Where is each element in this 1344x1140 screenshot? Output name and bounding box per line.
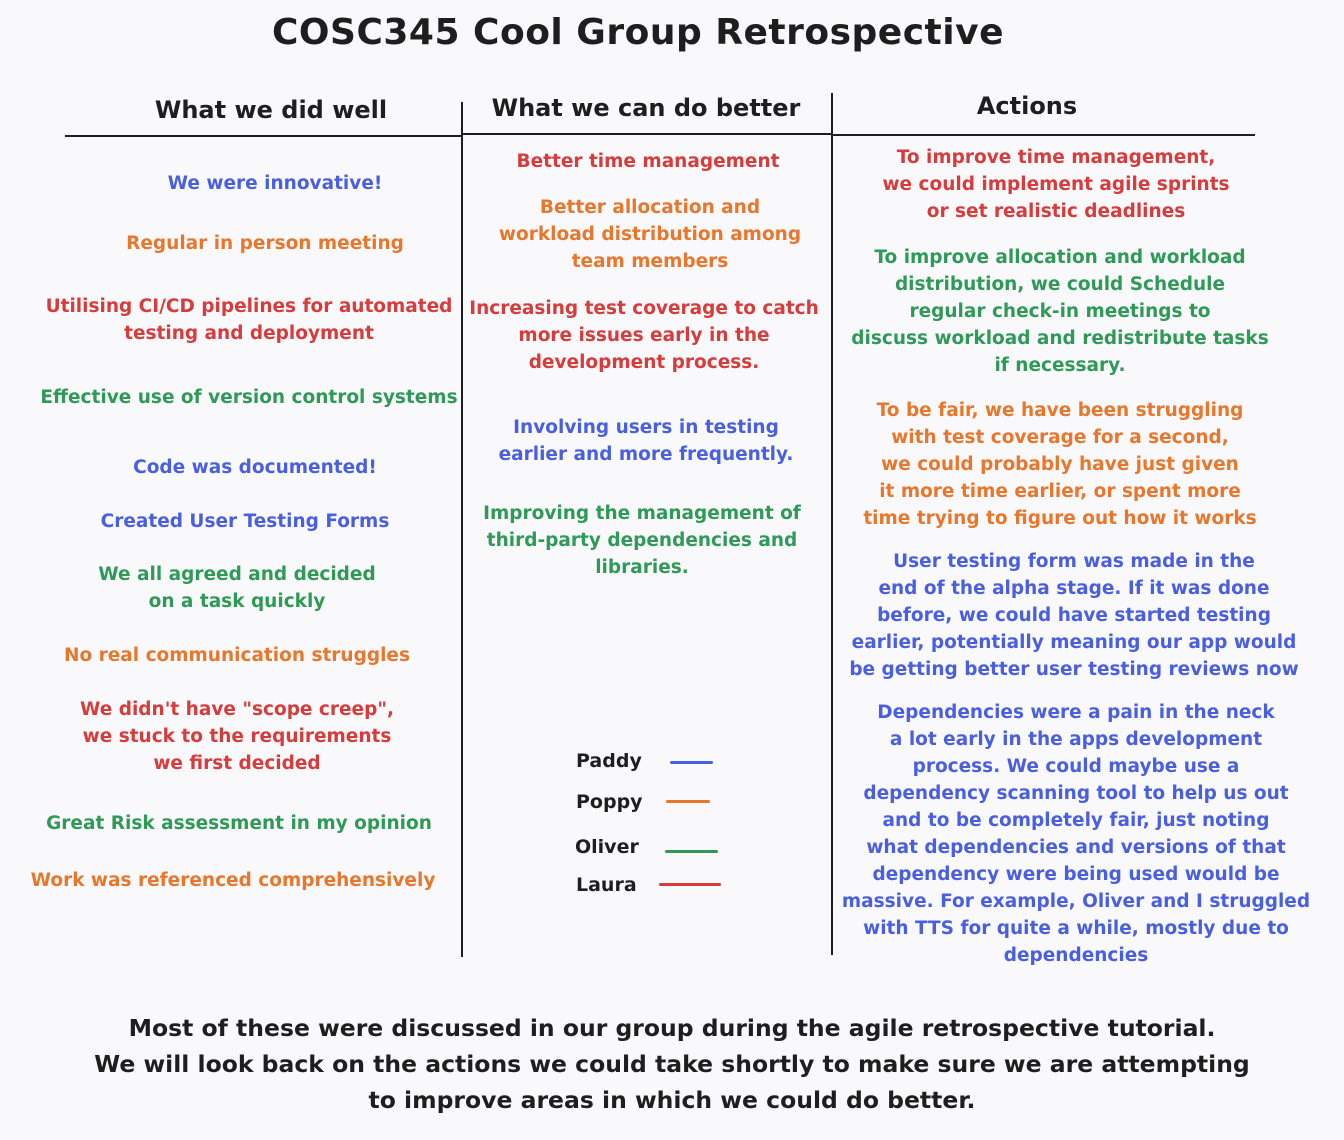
action-note-dependencies: Dependencies were a pain in the neck a l…: [841, 702, 1311, 966]
legend-label-paddy: Paddy: [576, 750, 642, 772]
action-note-time: To improve time management, we could imp…: [882, 147, 1230, 222]
better-note-allocation: Better allocation and workload distribut…: [498, 197, 802, 272]
better-note-time: Better time management: [516, 151, 780, 172]
well-note-cicd: Utilising CI/CD pipelines for automated …: [45, 296, 453, 344]
legend-line-poppy: [666, 800, 710, 803]
well-note-agreed: We all agreed and decided on a task quic…: [98, 564, 376, 612]
legend-line-paddy: [670, 761, 713, 764]
well-note-referenced: Work was referenced comprehensively: [30, 870, 436, 891]
well-note-version-control: Effective use of version control systems: [40, 387, 458, 408]
well-note-scope-creep: We didn't have "scope creep", we stuck t…: [79, 699, 395, 774]
column-header-better: What we can do better: [491, 94, 801, 122]
well-note-risk: Great Risk assessment in my opinion: [46, 813, 432, 834]
column-divider-1: [461, 102, 463, 957]
action-note-test-coverage: To be fair, we have been struggling with…: [863, 400, 1257, 529]
well-note-testing-forms: Created User Testing Forms: [100, 511, 390, 532]
footer-summary: Most of these were discussed in our grou…: [94, 1014, 1250, 1114]
action-note-user-testing: User testing form was made in the end of…: [849, 551, 1299, 680]
legend-line-laura: [659, 883, 721, 886]
well-note-innovative: We were innovative!: [167, 173, 383, 194]
column-header-well: What we did well: [154, 96, 388, 124]
well-note-communication: No real communication struggles: [64, 645, 410, 666]
page-title: COSC345 Cool Group Retrospective: [272, 12, 1004, 53]
column-header-actions: Actions: [976, 92, 1078, 120]
well-note-meetings: Regular in person meeting: [126, 233, 404, 254]
legend-label-poppy: Poppy: [576, 791, 643, 813]
header-divider-right: [831, 134, 1255, 136]
legend-label-oliver: Oliver: [575, 836, 639, 858]
better-note-users-testing: Involving users in testing earlier and m…: [498, 417, 794, 465]
legend-line-oliver: [665, 850, 718, 853]
legend-label-laura: Laura: [576, 874, 637, 896]
header-divider-middle: [461, 133, 831, 135]
better-note-dependencies: Improving the management of third-party …: [483, 503, 801, 578]
better-note-test-coverage: Increasing test coverage to catch more i…: [469, 298, 819, 373]
well-note-documented: Code was documented!: [133, 457, 377, 478]
action-note-allocation: To improve allocation and workload distr…: [851, 247, 1269, 376]
column-divider-2: [831, 93, 833, 955]
header-divider-left: [65, 135, 461, 137]
